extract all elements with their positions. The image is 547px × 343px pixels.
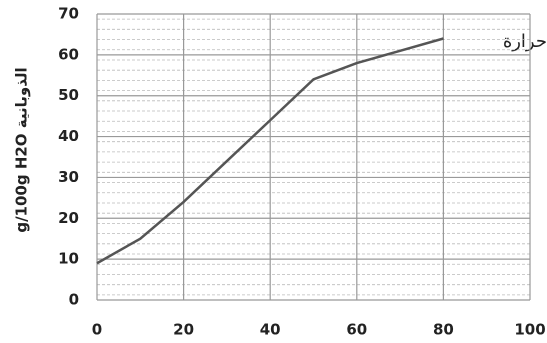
x-tick-label: 0 bbox=[92, 321, 102, 339]
x-tick-label: 40 bbox=[260, 321, 281, 339]
x-tick-label: 80 bbox=[433, 321, 454, 339]
y-tick-label: 30 bbox=[58, 168, 79, 186]
data-line bbox=[96, 37, 444, 265]
x-tick-label: 100 bbox=[514, 321, 545, 339]
y-tick-label: 50 bbox=[58, 86, 79, 104]
x-tick-label: 20 bbox=[173, 321, 194, 339]
y-tick-label: 70 bbox=[58, 5, 79, 23]
y-axis-label: g/100g H2O الذوبانية bbox=[13, 67, 31, 232]
y-tick-label: 0 bbox=[69, 291, 79, 309]
annotation: حرارة bbox=[503, 31, 547, 52]
y-tick-label: 60 bbox=[58, 45, 79, 63]
x-tick-label: 60 bbox=[346, 321, 367, 339]
y-tick-label: 10 bbox=[58, 250, 79, 268]
y-tick-label: 40 bbox=[58, 127, 79, 145]
y-tick-label: 20 bbox=[58, 209, 79, 227]
